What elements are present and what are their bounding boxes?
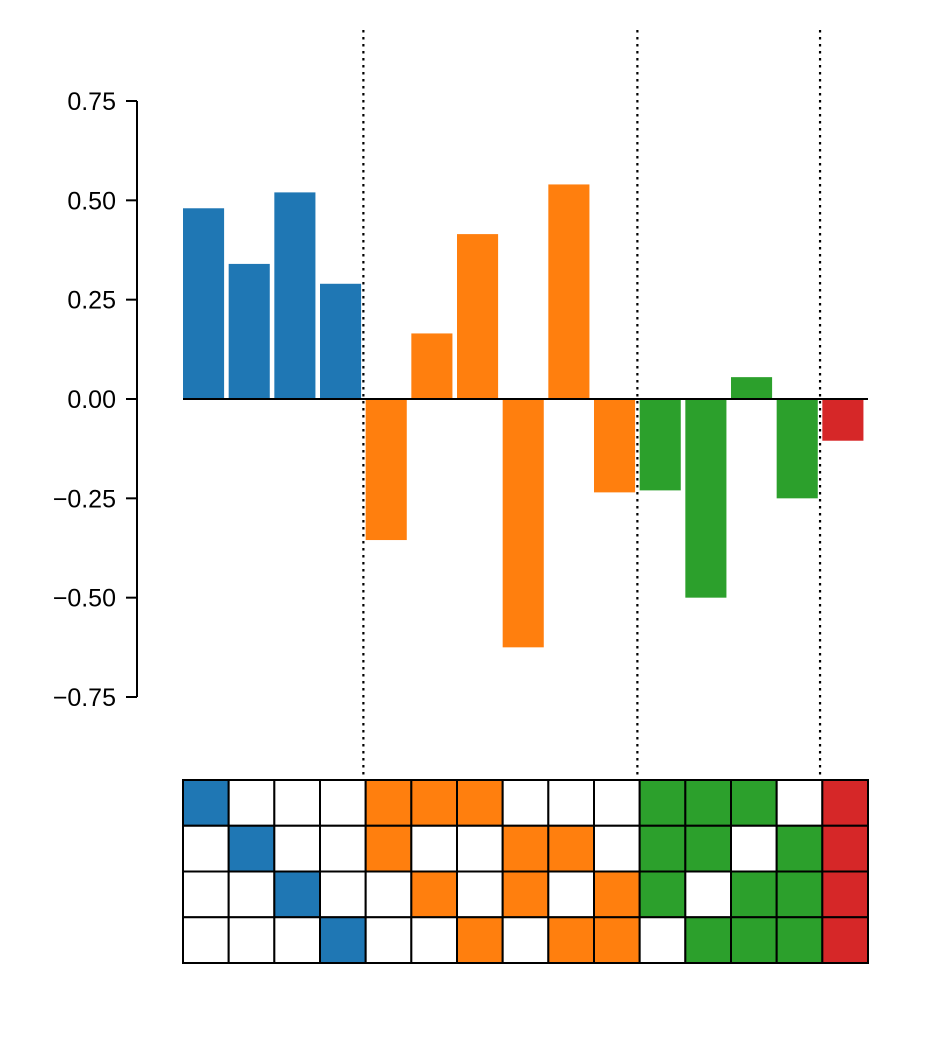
matrix-cell-r2-c5 (364, 824, 413, 873)
matrix-cell-r1-c14 (775, 779, 824, 827)
matrix-cell-r2-c9 (547, 824, 595, 873)
bar-1 (183, 208, 225, 399)
matrix-cell-r3-c14 (775, 870, 824, 919)
matrix-cell-r1-c10 (593, 779, 641, 827)
bar-series (183, 184, 868, 648)
matrix-cell-r1-c8 (501, 779, 550, 827)
matrix-cell-r2-c1 (182, 824, 230, 873)
matrix-cell-r2-c11 (638, 824, 687, 873)
membership-matrix (182, 779, 869, 964)
bar-2 (228, 263, 270, 399)
y-tick-label-5: −0.25 (53, 485, 116, 513)
y-axis: 0.75 0.50 0.25 0.00 −0.25 −0.50 −0.75 (53, 88, 138, 712)
matrix-cell-r3-c12 (684, 870, 732, 919)
matrix-cell-r3-c11 (638, 870, 687, 919)
bar-3 (274, 192, 316, 399)
matrix-cell-r3-c3 (273, 870, 322, 919)
bar-11 (639, 399, 681, 491)
matrix-cell-r3-c5 (364, 870, 413, 919)
y-tick-label-6: −0.50 (53, 585, 116, 613)
matrix-cell-r2-c6 (410, 824, 459, 873)
matrix-cell-r3-c9 (547, 870, 595, 919)
matrix-cell-r2-c14 (775, 824, 824, 873)
matrix-cell-r1-c13 (730, 779, 778, 827)
matrix-cell-r1-c11 (638, 779, 687, 827)
matrix-cell-r4-c9 (547, 916, 595, 964)
matrix-cell-r3-c2 (227, 870, 276, 919)
bar-9 (548, 184, 590, 399)
matrix-cell-r4-c4 (319, 916, 367, 964)
bar-8 (502, 399, 544, 648)
matrix-cell-r3-c4 (319, 870, 367, 919)
matrix-cell-r2-c3 (273, 824, 322, 873)
matrix-cell-r2-c4 (319, 824, 367, 873)
y-tick-label-7: −0.75 (53, 684, 116, 712)
matrix-cell-r2-c7 (456, 824, 504, 873)
matrix-cell-r4-c12 (684, 916, 732, 964)
matrix-cell-r1-c12 (684, 779, 732, 827)
bar-12 (685, 399, 727, 598)
matrix-cell-r3-c13 (730, 870, 778, 919)
matrix-cell-r1-c1 (182, 779, 230, 827)
bar-6 (411, 333, 453, 399)
matrix-cell-r2-c8 (501, 824, 550, 873)
matrix-cell-r3-c8 (501, 870, 550, 919)
bar-13 (731, 377, 773, 399)
matrix-cell-r1-c9 (547, 779, 595, 827)
matrix-cell-r4-c2 (227, 916, 276, 964)
matrix-cell-r4-c8 (501, 916, 550, 964)
matrix-cell-r1-c4 (319, 779, 367, 827)
bar-7 (457, 234, 499, 399)
y-tick-label-4: 0.00 (67, 386, 116, 414)
matrix-cell-r3-c7 (456, 870, 504, 919)
matrix-cell-r1-c15 (821, 779, 869, 827)
bar-10 (594, 399, 636, 493)
matrix-cell-r1-c7 (456, 779, 504, 827)
matrix-cell-r1-c3 (273, 779, 322, 827)
matrix-cell-r4-c1 (182, 916, 230, 964)
y-tick-label-1: 0.75 (67, 88, 116, 116)
matrix-cell-r1-c2 (227, 779, 276, 827)
matrix-cell-r3-c15 (821, 870, 869, 919)
bar-5 (365, 399, 407, 541)
bar-15 (822, 399, 864, 441)
matrix-cell-r2-c12 (684, 824, 732, 873)
matrix-cell-r4-c11 (638, 916, 687, 964)
matrix-cell-r4-c6 (410, 916, 459, 964)
matrix-cell-r3-c10 (593, 870, 641, 919)
matrix-cell-r4-c10 (593, 916, 641, 964)
y-tick-label-3: 0.25 (67, 287, 116, 315)
bar-4 (320, 283, 362, 399)
matrix-cell-r4-c5 (364, 916, 413, 964)
matrix-cell-r1-c6 (410, 779, 459, 827)
matrix-cell-r4-c3 (273, 916, 322, 964)
matrix-cell-r1-c5 (364, 779, 413, 827)
bar-14 (776, 399, 818, 499)
group-separators (362, 30, 822, 775)
matrix-cell-r3-c1 (182, 870, 230, 919)
matrix-cell-r4-c14 (775, 916, 824, 964)
matrix-cell-r2-c15 (821, 824, 869, 873)
matrix-cell-r3-c6 (410, 870, 459, 919)
matrix-cell-r2-c13 (730, 824, 778, 873)
matrix-cell-r4-c13 (730, 916, 778, 964)
matrix-cell-r4-c7 (456, 916, 504, 964)
matrix-cell-r4-c15 (821, 916, 869, 964)
matrix-cell-r2-c10 (593, 824, 641, 873)
matrix-cell-r2-c2 (227, 824, 276, 873)
y-tick-label-2: 0.50 (67, 187, 116, 215)
